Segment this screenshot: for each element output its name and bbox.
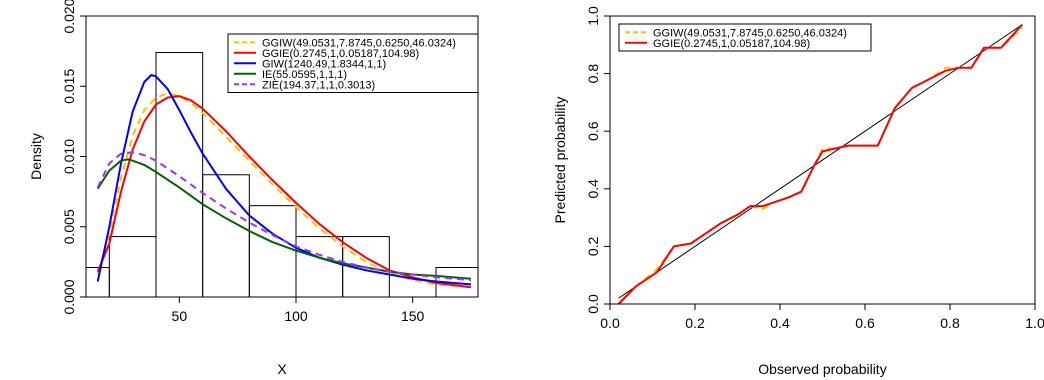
series-line-3	[96, 74, 472, 286]
x-tick-label: 0.8	[940, 315, 960, 331]
calibration-panel: 0.0 0.2 0.4 0.6 0.8 1.0 0.0 0.2 0.4 0.6 0.8 1.0 Obse…	[552, 6, 1044, 377]
y-tick-label: 0.015	[61, 69, 77, 104]
y-tick-label: 0.010	[61, 139, 77, 174]
legend-label: GGIE(0.2745,1,0.05187,104.98)	[262, 48, 419, 60]
histogram-bar	[295, 236, 344, 298]
y-tick-label: 0.8	[585, 64, 601, 84]
reference-line	[618, 24, 1023, 299]
y-tick-label: 0.020	[61, 0, 77, 34]
y-tick-label: 0.000	[61, 279, 77, 314]
series-line-5	[96, 151, 472, 282]
series-line-1	[96, 92, 472, 289]
legend-label: GGIW(49.0531,7.8745,0.6250,46.0324)	[653, 27, 847, 39]
series-line-4	[96, 158, 472, 280]
y-axis-title: Predicted probability	[552, 97, 568, 224]
x-axis-title: X	[277, 361, 287, 377]
legend-label: IE(55.0595,1,1,1)	[262, 69, 347, 81]
x-tick-label: 100	[284, 308, 308, 324]
histogram-bar	[202, 174, 250, 298]
histogram-bar	[108, 236, 157, 298]
legend: GGIW(49.0531,7.8745,0.6250,46.0324)GGIE(…	[618, 23, 872, 52]
legend-label: GGIW(49.0531,7.8745,0.6250,46.0324)	[262, 37, 456, 49]
x-tick-label: 1.0	[1025, 315, 1044, 331]
histogram-bar	[155, 52, 204, 298]
x-tick-label: 0.2	[685, 315, 705, 331]
y-tick-label: 0.2	[585, 236, 601, 256]
y-tick-label: 0.0	[585, 294, 601, 314]
density-panel: 50 100 150 0.000 0.005 0.010 0.015 0.020 X Densit…	[28, 0, 479, 377]
x-axis-title: Observed probability	[758, 361, 886, 377]
legend-label: ZIE(194.37,1,1,0.3013)	[262, 79, 375, 91]
plot-frame	[609, 15, 1036, 305]
y-tick-label: 0.6	[585, 121, 601, 141]
series-line-2	[617, 23, 1024, 305]
series-line-1	[617, 26, 1023, 305]
y-tick-label: 0.4	[585, 179, 601, 199]
legend-label: GGIE(0.2745,1,0.05187,104.98)	[653, 38, 810, 50]
legend: GGIW(49.0531,7.8745,0.6250,46.0324)GGIE(…	[227, 33, 479, 93]
x-tick-label: 0.4	[770, 315, 790, 331]
y-tick-label: 0.005	[61, 209, 77, 244]
x-tick-label: 0.0	[600, 315, 620, 331]
y-tick-label: 1.0	[585, 6, 601, 26]
legend-box	[227, 33, 479, 93]
x-tick-label: 0.6	[855, 315, 875, 331]
series-line-2	[96, 95, 472, 289]
legend-label: GIW(1240.49,1.8344,1,1)	[262, 58, 386, 70]
y-axis-title: Density	[28, 133, 44, 180]
x-tick-label: 50	[172, 308, 188, 324]
legend-box	[618, 23, 872, 52]
histogram-bar	[248, 205, 297, 298]
x-tick-label: 150	[401, 308, 425, 324]
